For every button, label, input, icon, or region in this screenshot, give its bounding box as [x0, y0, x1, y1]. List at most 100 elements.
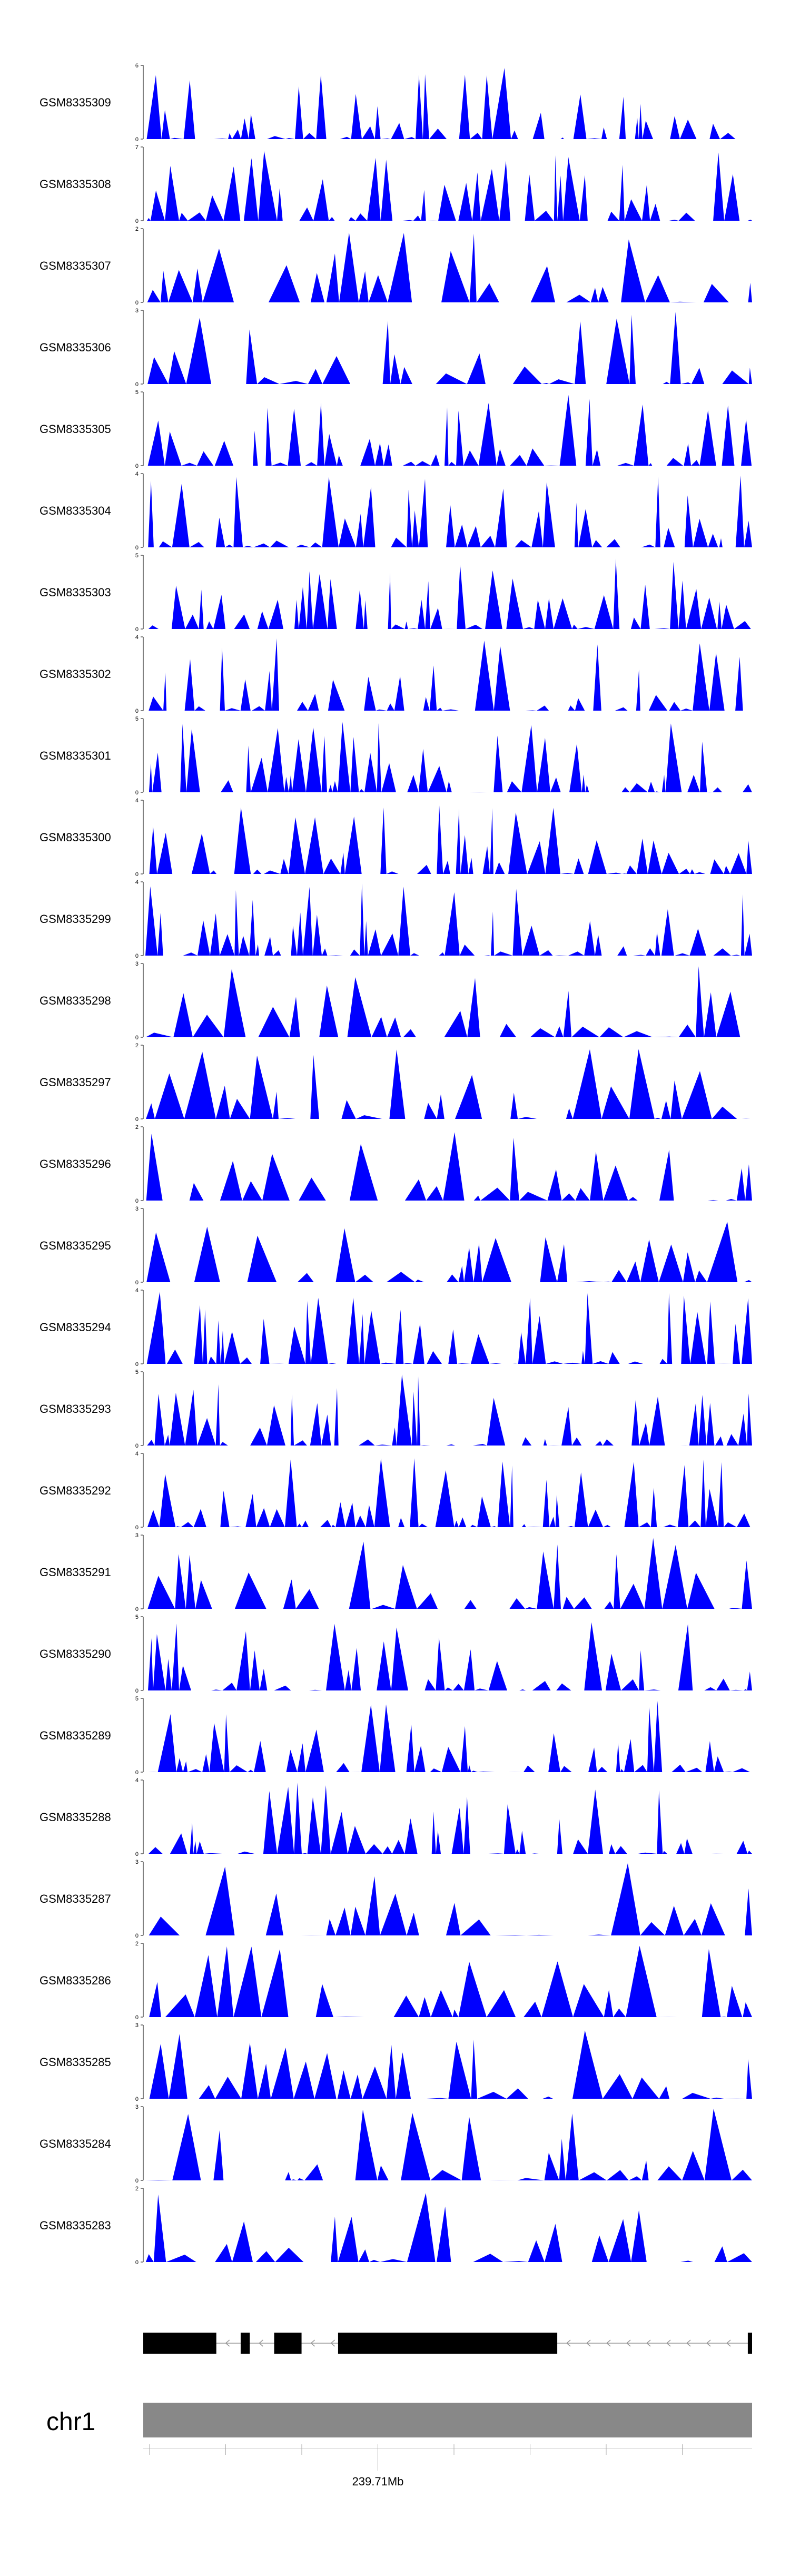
position-axis — [143, 2444, 752, 2471]
coverage-area — [143, 475, 752, 547]
track-label: GSM8335292 — [39, 1484, 111, 1497]
coverage-area — [143, 1700, 752, 1772]
track-label: GSM8335296 — [39, 1157, 111, 1171]
strand-arrow-icon — [646, 2339, 651, 2347]
coverage-area — [143, 2030, 752, 2099]
track-label: GSM8335295 — [39, 1239, 111, 1252]
coverage-area — [143, 1049, 752, 1119]
track-GSM8335289: GSM8335289 5 0 — [39, 1696, 752, 1776]
y-tick-label-zero: 0 — [135, 1198, 139, 1204]
y-tick-label-zero: 0 — [135, 1688, 139, 1694]
track-label: GSM8335303 — [39, 586, 111, 599]
y-tick-label-max: 4 — [135, 634, 139, 641]
coverage-area — [143, 638, 752, 711]
track-GSM8335284: GSM8335284 3 0 — [39, 2104, 752, 2184]
y-tick-label-zero: 0 — [135, 790, 139, 796]
track-label: GSM8335284 — [39, 2137, 111, 2150]
track-label: GSM8335287 — [39, 1892, 111, 1905]
coverage-area — [143, 558, 752, 629]
coverage-area — [143, 1132, 752, 1201]
gene-model — [143, 2333, 752, 2354]
y-tick-label-max: 4 — [135, 1777, 139, 1784]
track-GSM8335296: GSM8335296 2 0 — [39, 1124, 752, 1204]
track-GSM8335304: GSM8335304 4 0 — [39, 471, 752, 551]
strand-arrow-icon — [626, 2339, 631, 2347]
chromosome-bar — [143, 2403, 752, 2437]
exon-2 — [240, 2333, 250, 2354]
exon-3 — [274, 2333, 302, 2354]
y-tick-label-zero: 0 — [135, 1280, 139, 1286]
track-label: GSM8335301 — [39, 749, 111, 762]
track-GSM8335293: GSM8335293 5 0 — [39, 1369, 752, 1449]
strand-arrow-icon — [586, 2339, 591, 2347]
track-label: GSM8335307 — [39, 259, 111, 272]
y-tick-label-zero: 0 — [135, 953, 139, 959]
coverage-area — [143, 2193, 752, 2262]
track-label: GSM8335297 — [39, 1076, 111, 1089]
track-label: GSM8335289 — [39, 1729, 111, 1742]
coverage-area — [143, 2109, 752, 2180]
track-label: GSM8335288 — [39, 1811, 111, 1824]
track-label: GSM8335305 — [39, 422, 111, 436]
y-tick-label-zero: 0 — [135, 1851, 139, 1857]
y-tick-label-max: 4 — [135, 798, 139, 804]
y-tick-label-zero: 0 — [135, 1769, 139, 1776]
track-label: GSM8335308 — [39, 178, 111, 191]
coverage-area — [143, 1374, 752, 1446]
y-tick-label-max: 5 — [135, 389, 139, 396]
y-tick-label-zero: 0 — [135, 463, 139, 469]
coverage-area — [143, 1222, 752, 1282]
y-tick-label-max: 3 — [135, 961, 139, 967]
y-tick-label-max: 3 — [135, 1859, 139, 1865]
y-tick-label-max: 5 — [135, 1614, 139, 1620]
y-tick-label-max: 6 — [135, 63, 139, 69]
y-tick-label-zero: 0 — [135, 1116, 139, 1123]
y-tick-label-max: 2 — [135, 1043, 139, 1049]
y-tick-label-max: 4 — [135, 1451, 139, 1457]
coverage-area — [143, 1945, 752, 2017]
y-tick-label-zero: 0 — [135, 300, 139, 306]
y-tick-label-zero: 0 — [135, 708, 139, 714]
y-tick-label-zero: 0 — [135, 871, 139, 878]
track-GSM8335299: GSM8335299 4 0 — [39, 879, 752, 959]
y-tick-label-zero: 0 — [135, 626, 139, 633]
y-tick-label-max: 2 — [135, 1941, 139, 1947]
strand-arrow-icon — [706, 2339, 711, 2347]
y-tick-label-max: 3 — [135, 1206, 139, 1212]
y-tick-label-max: 2 — [135, 226, 139, 232]
coverage-area — [143, 1458, 752, 1527]
y-tick-label-zero: 0 — [135, 136, 139, 143]
track-label: GSM8335283 — [39, 2219, 111, 2232]
track-label: GSM8335309 — [39, 96, 111, 109]
track-GSM8335302: GSM8335302 4 0 — [39, 634, 752, 714]
y-tick-label-max: 2 — [135, 1124, 139, 1130]
track-GSM8335286: GSM8335286 2 0 — [39, 1941, 752, 2021]
y-tick-label-zero: 0 — [135, 2096, 139, 2102]
y-tick-label-max: 7 — [135, 144, 139, 151]
coverage-area — [143, 151, 752, 221]
track-GSM8335307: GSM8335307 2 0 — [39, 226, 752, 306]
track-GSM8335295: GSM8335295 3 0 — [39, 1206, 752, 1286]
y-tick-label-zero: 0 — [135, 1525, 139, 1531]
exon-1 — [143, 2333, 216, 2354]
y-tick-label-max: 5 — [135, 553, 139, 559]
track-label: GSM8335299 — [39, 912, 111, 926]
track-label: GSM8335285 — [39, 2056, 111, 2069]
y-tick-label-max: 3 — [135, 308, 139, 314]
track-GSM8335300: GSM8335300 4 0 — [39, 798, 752, 878]
strand-arrow-icon — [666, 2339, 671, 2347]
y-tick-label-zero: 0 — [135, 1933, 139, 1939]
track-GSM8335290: GSM8335290 5 0 — [39, 1614, 752, 1694]
strand-arrow-icon — [330, 2339, 335, 2347]
track-GSM8335309: GSM8335309 6 0 — [39, 63, 752, 143]
y-tick-label-zero: 0 — [135, 545, 139, 551]
y-tick-label-zero: 0 — [135, 381, 139, 388]
coverage-area — [143, 1538, 752, 1609]
track-GSM8335285: GSM8335285 3 0 — [39, 2022, 752, 2102]
track-GSM8335292: GSM8335292 4 0 — [39, 1451, 752, 1531]
coverage-area — [143, 1622, 752, 1690]
coverage-area — [143, 395, 752, 466]
track-GSM8335303: GSM8335303 5 0 — [39, 553, 752, 633]
coverage-area — [143, 312, 752, 384]
